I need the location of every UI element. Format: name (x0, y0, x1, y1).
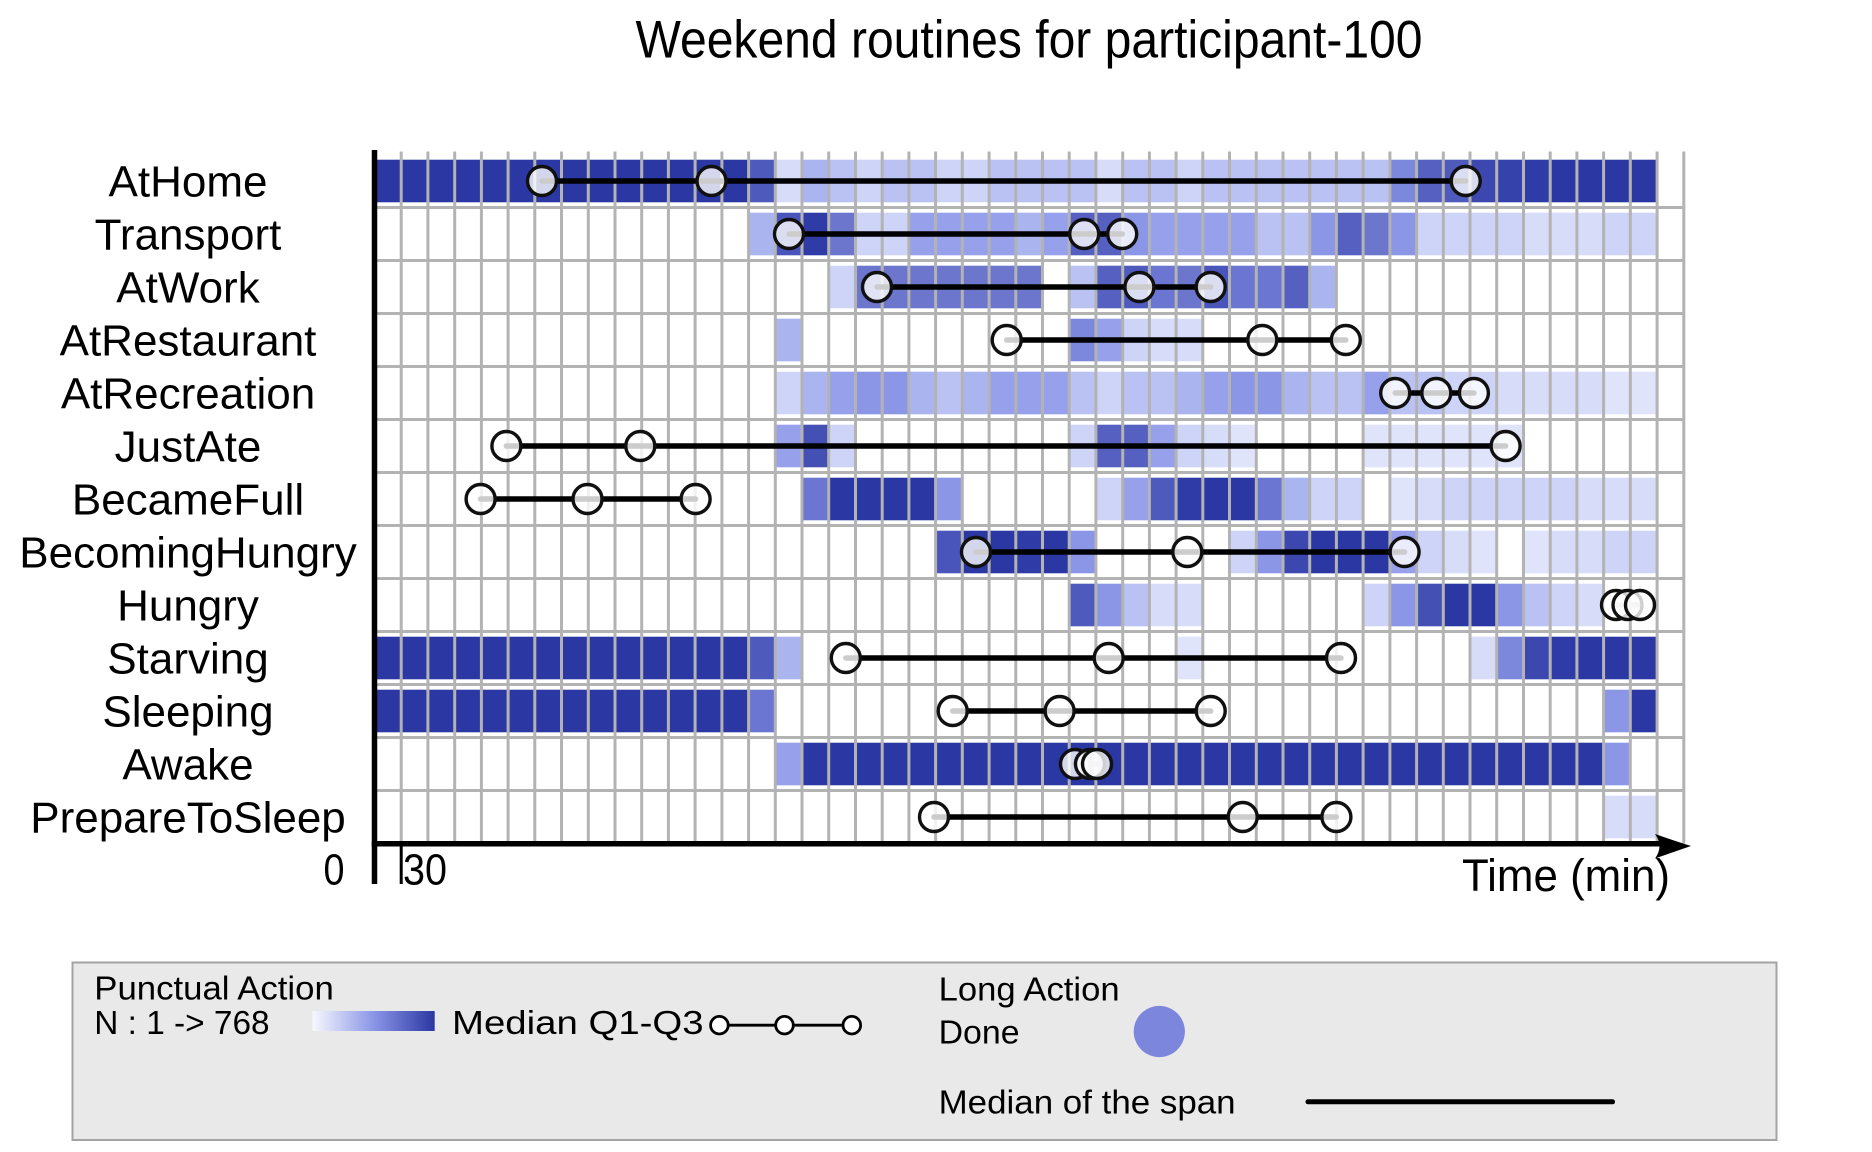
svg-text:AtRecreation: AtRecreation (61, 370, 315, 419)
svg-text:30: 30 (403, 846, 447, 895)
svg-text:JustAte: JustAte (115, 423, 262, 472)
svg-text:Weekend routines for participa: Weekend routines for participant-100 (636, 11, 1423, 70)
svg-text:Hungry: Hungry (117, 582, 259, 631)
svg-text:AtRestaurant: AtRestaurant (60, 317, 317, 366)
svg-text:AtWork: AtWork (116, 264, 260, 313)
svg-text:Transport: Transport (95, 211, 282, 260)
svg-text:BecameFull: BecameFull (72, 476, 304, 525)
svg-text:Starving: Starving (107, 635, 268, 684)
svg-text:N : 1 -> 768: N : 1 -> 768 (94, 1004, 269, 1041)
svg-text:Long Action: Long Action (939, 971, 1120, 1008)
svg-text:Sleeping: Sleeping (102, 688, 273, 737)
svg-text:PrepareToSleep: PrepareToSleep (30, 794, 346, 843)
svg-text:Median of the span: Median of the span (939, 1083, 1236, 1120)
svg-text:Median Q1-Q3: Median Q1-Q3 (452, 1004, 704, 1041)
svg-text:0: 0 (324, 846, 345, 895)
svg-text:BecomingHungry: BecomingHungry (19, 529, 357, 578)
svg-text:AtHome: AtHome (109, 158, 268, 207)
svg-text:Awake: Awake (122, 741, 253, 790)
svg-text:Done: Done (939, 1014, 1020, 1051)
svg-text:Punctual Action: Punctual Action (94, 970, 333, 1007)
svg-text:Time (min): Time (min) (1462, 850, 1670, 901)
